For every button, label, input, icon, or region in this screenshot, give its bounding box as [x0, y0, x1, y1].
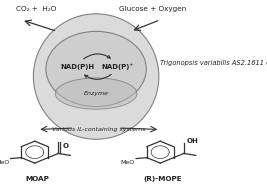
Text: CO₂ +  H₂O: CO₂ + H₂O [16, 6, 56, 12]
Text: NAD(P)⁺: NAD(P)⁺ [101, 64, 134, 70]
FancyArrowPatch shape [84, 54, 110, 59]
Text: Trigonopsis variabilis AS2.1611 cells: Trigonopsis variabilis AS2.1611 cells [160, 60, 267, 66]
Text: OH: OH [187, 138, 199, 144]
Text: MeO: MeO [120, 160, 135, 164]
Ellipse shape [55, 78, 137, 109]
Ellipse shape [33, 14, 159, 139]
Ellipse shape [46, 31, 146, 107]
Text: O: O [62, 143, 69, 149]
Text: Glucose + Oxygen: Glucose + Oxygen [119, 6, 186, 12]
Text: NAD(P)H: NAD(P)H [60, 64, 95, 70]
Text: Enzyme: Enzyme [84, 91, 109, 96]
Text: (R)-MOPE: (R)-MOPE [144, 176, 182, 182]
Text: MeO: MeO [0, 160, 9, 164]
Text: Various IL-containing systems: Various IL-containing systems [52, 127, 146, 132]
FancyArrowPatch shape [85, 74, 111, 79]
Text: MOAP: MOAP [25, 176, 49, 182]
